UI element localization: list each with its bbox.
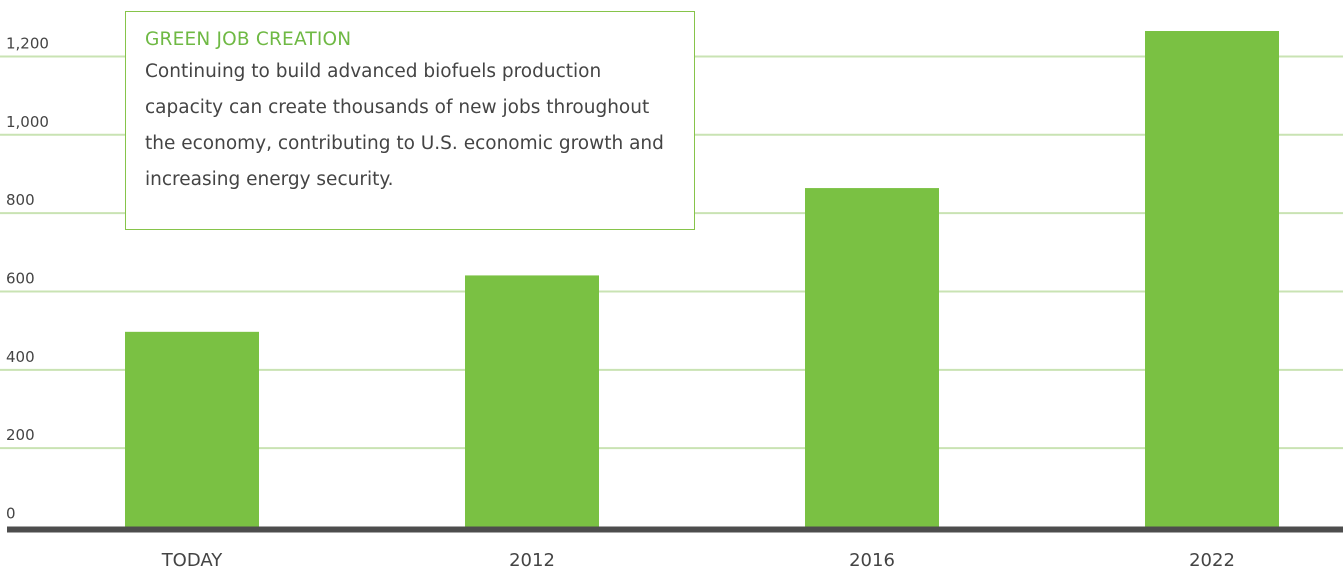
- bar: [125, 331, 259, 527]
- bar: [465, 275, 599, 527]
- x-axis-tick-labels: TODAY 2012 2016 2022: [161, 550, 1235, 571]
- callout-box: GREEN JOB CREATION Continuing to build a…: [125, 11, 695, 230]
- bar: [1145, 30, 1279, 527]
- x-tick-label: TODAY: [161, 550, 224, 571]
- x-tick-label: 2016: [849, 550, 895, 571]
- y-tick-label: 1,200: [6, 34, 49, 52]
- y-tick-label: 0: [6, 505, 16, 523]
- bars: [125, 30, 1279, 527]
- y-tick-label: 800: [6, 191, 35, 209]
- y-axis-tick-labels: 0 200 400 600 800 1,000 1,200: [6, 34, 49, 522]
- y-tick-label: 1,000: [6, 113, 49, 131]
- callout-title: GREEN JOB CREATION: [145, 29, 352, 50]
- y-tick-label: 200: [6, 426, 35, 444]
- y-tick-label: 400: [6, 348, 35, 366]
- x-tick-label: 2012: [509, 550, 555, 571]
- callout-body: Continuing to build advanced biofuels pr…: [145, 61, 664, 190]
- bar: [805, 188, 939, 527]
- x-tick-label: 2022: [1189, 550, 1235, 571]
- y-tick-label: 600: [6, 269, 35, 287]
